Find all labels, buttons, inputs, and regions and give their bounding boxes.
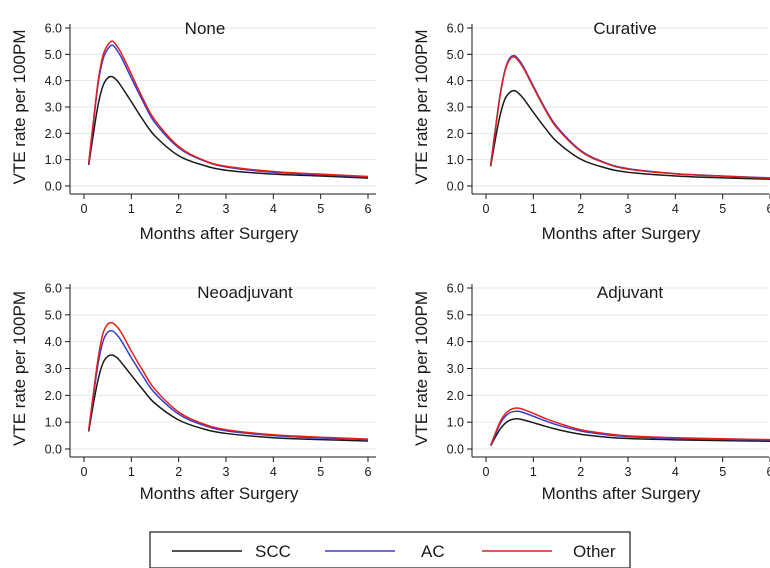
chart-panel-adjuvant: 0.0 1.0 2.0 3.0 4.0 5.0 6.0 0 1 2 3 4 5 6 Adjuvant Mont… bbox=[412, 282, 770, 503]
y-tick-label-0-0: 0.0 bbox=[447, 443, 464, 457]
panel-title: Curative bbox=[593, 19, 656, 38]
y-tick-label-3-0: 3.0 bbox=[447, 362, 464, 376]
x-tick-label-1: 1 bbox=[128, 202, 135, 216]
legend-label-scc: SCC bbox=[255, 542, 291, 561]
x-tick-label-3: 3 bbox=[223, 202, 230, 216]
chart-panel-none: 0.0 1.0 2.0 3.0 4.0 5.0 6.0 0 1 2 3 4 5 6 None Months a… bbox=[10, 19, 376, 243]
x-tick-label-2: 2 bbox=[175, 465, 182, 479]
x-axis-title: Months after Surgery bbox=[140, 224, 299, 243]
x-tick-label-0: 0 bbox=[81, 465, 88, 479]
x-tick-label-1: 1 bbox=[530, 465, 537, 479]
x-tick-label-1: 1 bbox=[530, 202, 537, 216]
y-tick-label-6-0: 6.0 bbox=[447, 282, 464, 296]
x-tick-label-5: 5 bbox=[719, 202, 726, 216]
x-tick-label-5: 5 bbox=[719, 465, 726, 479]
series-line-ac bbox=[87, 329, 369, 441]
x-tick-label-2: 2 bbox=[577, 202, 584, 216]
x-axis-title: Months after Surgery bbox=[542, 484, 701, 503]
y-tick-label-3-0: 3.0 bbox=[45, 362, 62, 376]
series-line-scc bbox=[490, 418, 770, 447]
legend-label-other: Other bbox=[573, 542, 616, 561]
y-tick-label-6-0: 6.0 bbox=[447, 22, 464, 36]
x-tick-label-3: 3 bbox=[223, 465, 230, 479]
y-tick-label-5-0: 5.0 bbox=[447, 308, 464, 322]
chart-panel-curative: 0.0 1.0 2.0 3.0 4.0 5.0 6.0 0 1 2 3 4 5 6 Curative Mont… bbox=[412, 19, 770, 243]
x-tick-label-5: 5 bbox=[317, 202, 324, 216]
x-tick-label-6: 6 bbox=[365, 465, 372, 479]
y-tick-label-6-0: 6.0 bbox=[45, 282, 62, 296]
y-tick-label-4-0: 4.0 bbox=[45, 335, 62, 349]
x-tick-label-0: 0 bbox=[483, 465, 490, 479]
y-axis-title: VTE rate per 100PM bbox=[412, 30, 431, 185]
x-axis-title: Months after Surgery bbox=[542, 224, 701, 243]
y-tick-label-4-0: 4.0 bbox=[45, 74, 62, 88]
y-tick-label-2-0: 2.0 bbox=[45, 127, 62, 141]
y-tick-label-1-0: 1.0 bbox=[447, 153, 464, 167]
y-tick-label-4-0: 4.0 bbox=[447, 335, 464, 349]
y-tick-label-0-0: 0.0 bbox=[447, 180, 464, 194]
x-tick-label-5: 5 bbox=[317, 465, 324, 479]
legend: SCC AC Other bbox=[149, 531, 631, 568]
series-line-scc bbox=[489, 89, 770, 180]
x-tick-label-3: 3 bbox=[625, 465, 632, 479]
series-line-ac bbox=[490, 410, 770, 446]
chart-panel-neoadjuvant: 0.0 1.0 2.0 3.0 4.0 5.0 6.0 0 1 2 3 4 5 6 Neoadjuvant M… bbox=[10, 282, 376, 503]
series-line-other bbox=[490, 407, 770, 446]
y-axis-title: VTE rate per 100PM bbox=[412, 291, 431, 446]
series-line-other bbox=[87, 40, 369, 178]
y-tick-label-5-0: 5.0 bbox=[447, 48, 464, 62]
legend-label-ac: AC bbox=[421, 542, 445, 561]
series-line-scc bbox=[87, 354, 369, 442]
y-tick-label-1-0: 1.0 bbox=[45, 416, 62, 430]
y-tick-label-0-0: 0.0 bbox=[45, 180, 62, 194]
y-tick-label-5-0: 5.0 bbox=[45, 48, 62, 62]
y-tick-label-3-0: 3.0 bbox=[447, 101, 464, 115]
y-tick-label-2-0: 2.0 bbox=[45, 389, 62, 403]
y-axis-title: VTE rate per 100PM bbox=[10, 30, 29, 185]
legend-frame bbox=[149, 531, 631, 568]
y-tick-label-6-0: 6.0 bbox=[45, 22, 62, 36]
x-tick-label-2: 2 bbox=[577, 465, 584, 479]
panel-title: Adjuvant bbox=[597, 283, 663, 302]
x-tick-label-4: 4 bbox=[270, 465, 277, 479]
y-tick-label-2-0: 2.0 bbox=[447, 389, 464, 403]
y-tick-label-0-0: 0.0 bbox=[45, 443, 62, 457]
x-tick-label-4: 4 bbox=[672, 202, 679, 216]
series-line-other bbox=[87, 321, 369, 440]
x-tick-label-6: 6 bbox=[365, 202, 372, 216]
x-tick-label-3: 3 bbox=[625, 202, 632, 216]
series-line-ac bbox=[87, 44, 369, 178]
y-tick-label-2-0: 2.0 bbox=[447, 127, 464, 141]
x-tick-label-6: 6 bbox=[767, 465, 770, 479]
panel-title: Neoadjuvant bbox=[197, 283, 293, 302]
x-tick-label-1: 1 bbox=[128, 465, 135, 479]
y-tick-label-4-0: 4.0 bbox=[447, 74, 464, 88]
y-tick-label-3-0: 3.0 bbox=[45, 101, 62, 115]
x-tick-label-4: 4 bbox=[270, 202, 277, 216]
series-line-scc bbox=[87, 75, 369, 179]
x-tick-label-6: 6 bbox=[767, 202, 770, 216]
y-axis-title: VTE rate per 100PM bbox=[10, 291, 29, 446]
x-tick-label-0: 0 bbox=[483, 202, 490, 216]
y-tick-label-5-0: 5.0 bbox=[45, 308, 62, 322]
x-tick-label-4: 4 bbox=[672, 465, 679, 479]
x-tick-label-0: 0 bbox=[81, 202, 88, 216]
series-line-other bbox=[489, 56, 770, 179]
x-tick-label-2: 2 bbox=[175, 202, 182, 216]
y-tick-label-1-0: 1.0 bbox=[45, 153, 62, 167]
y-tick-label-1-0: 1.0 bbox=[447, 416, 464, 430]
panel-title: None bbox=[185, 19, 226, 38]
x-axis-title: Months after Surgery bbox=[140, 484, 299, 503]
